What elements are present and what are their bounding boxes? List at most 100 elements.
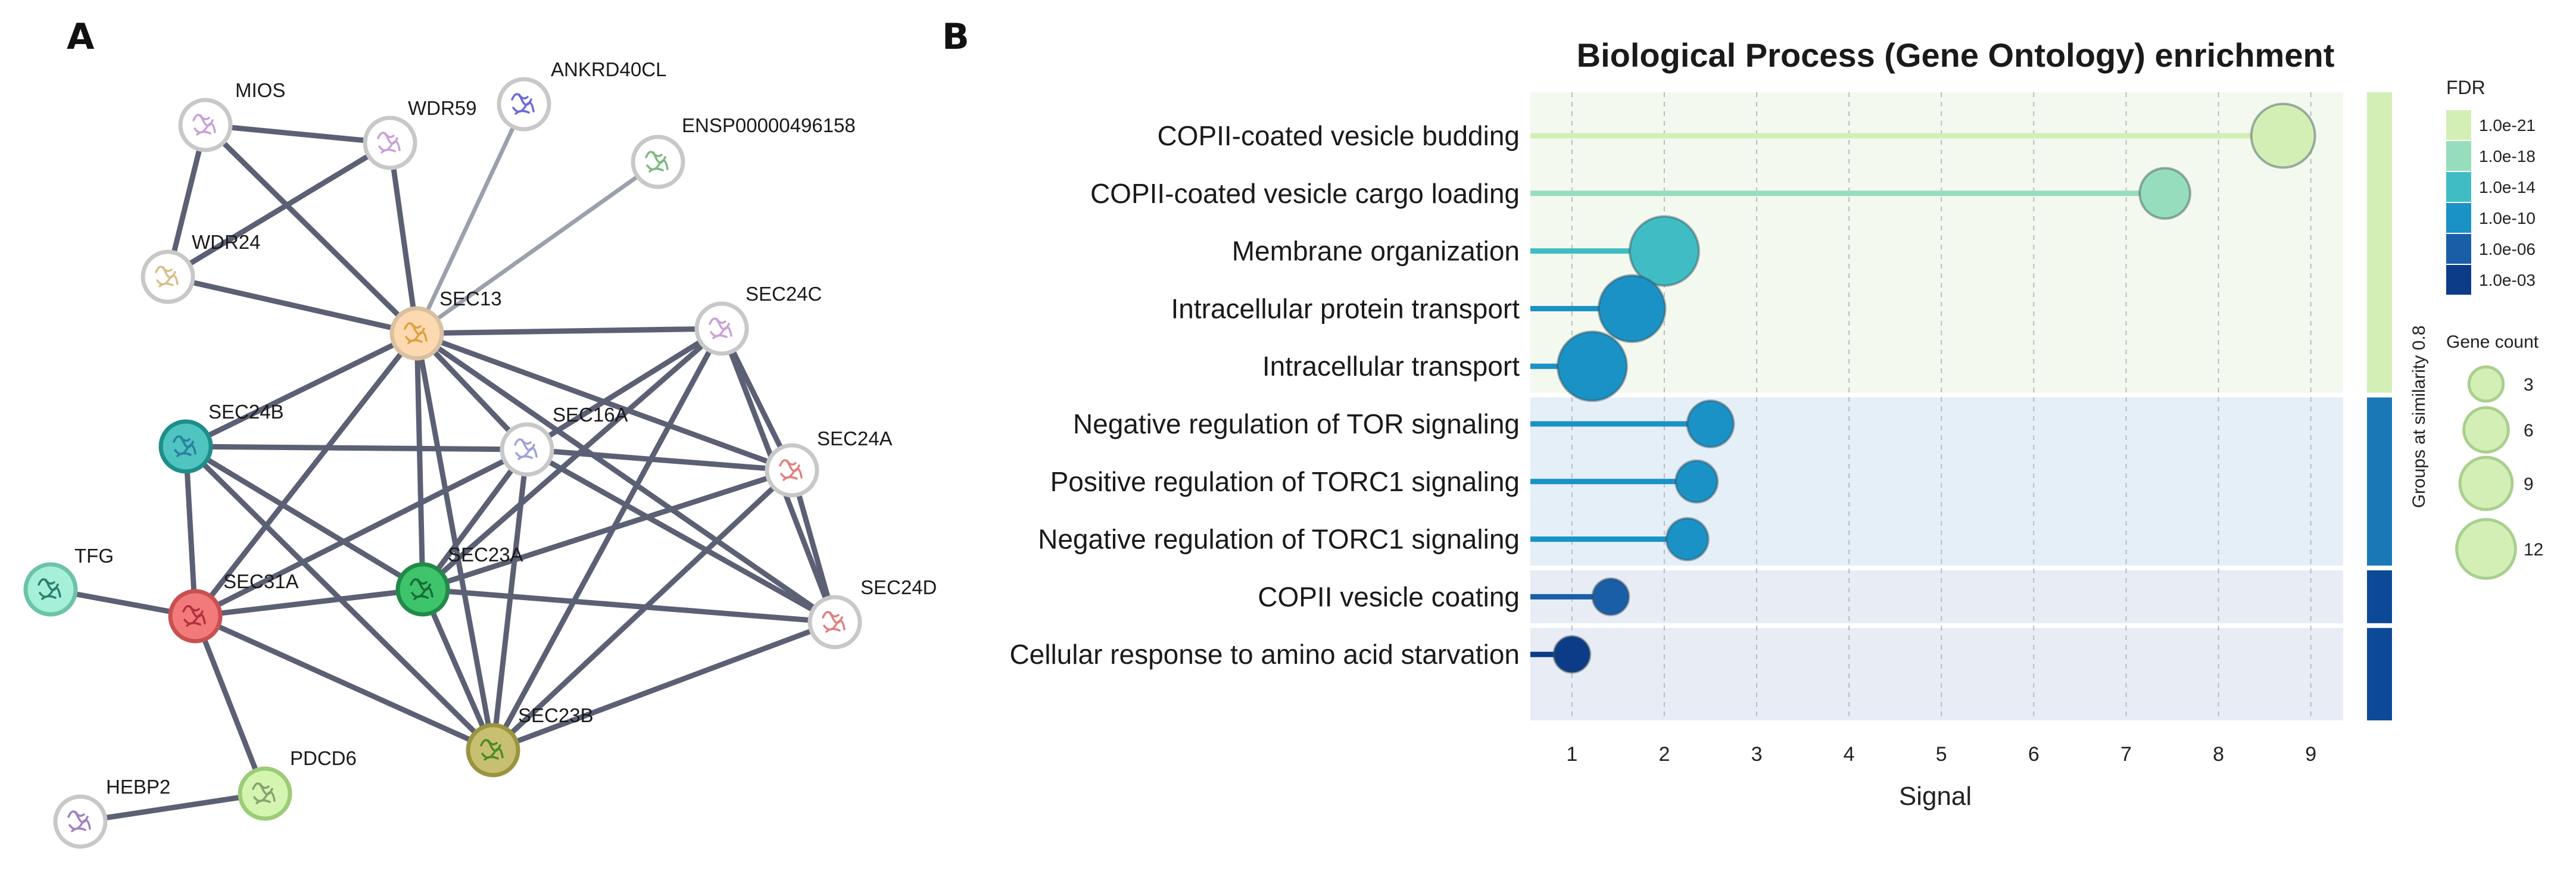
- network-edge-sec13-sec23a: [414, 330, 426, 592]
- network-node-sec24a[interactable]: SEC24A: [765, 427, 893, 498]
- node-label: SEC24D: [860, 576, 937, 598]
- network-edge-sec24c-sec23b: [490, 326, 725, 753]
- fdr-legend-label-2: 1.0e-14: [2479, 178, 2536, 196]
- network-node-hebp2[interactable]: HEBP2: [53, 776, 170, 849]
- protein-structure-icon: [192, 114, 216, 136]
- network-edge-sec23a-sec24d: [420, 586, 838, 625]
- term-label-5: Negative regulation of TOR signaling: [1073, 408, 1520, 439]
- network-edge-sec13-sec24d: [414, 330, 838, 625]
- x-tick-label-8: 8: [2213, 743, 2224, 766]
- network-node-ensp00000496158[interactable]: ENSP00000496158: [631, 114, 856, 189]
- protein-structure-icon: [155, 266, 179, 288]
- network-node-tfg[interactable]: TFG: [23, 545, 114, 617]
- node-label: SEC24C: [746, 283, 822, 305]
- network-node-sec13[interactable]: SEC13: [389, 288, 502, 361]
- term-label-9: Cellular response to amino acid starvati…: [1009, 639, 1520, 670]
- group-axis-label: Groups at similarity 0.8: [2409, 326, 2429, 508]
- fdr-legend: FDR 1.0e-21 1.0e-18 1.0e-14 1.0e-10 1.0e-06 1…: [2446, 77, 2536, 295]
- network-edge-sec24a-sec23a: [420, 467, 795, 592]
- group-bar-1: [2367, 397, 2392, 566]
- network-edge-sec24c-sec16a: [524, 326, 725, 452]
- network-node-ankrd40cl[interactable]: ANKRD40CL: [497, 58, 666, 132]
- network-node-sec24b[interactable]: SEC24B: [158, 401, 284, 474]
- network-node-sec31a[interactable]: SEC31A: [168, 570, 299, 644]
- fdr-legend-label-5: 1.0e-03: [2479, 271, 2536, 289]
- network-edge-sec24b-sec16a: [183, 444, 530, 452]
- network-node-sec23a[interactable]: SEC23A: [395, 544, 523, 617]
- node-label: TFG: [74, 545, 114, 567]
- lollipop-point: [1674, 459, 1719, 504]
- network-node-pdcd6[interactable]: PDCD6: [238, 747, 357, 821]
- gene-count-legend-circle-3: [2467, 365, 2505, 403]
- lollipop-0: [1530, 102, 2316, 169]
- protein-structure-icon: [173, 435, 197, 457]
- x-axis-ticks: 1 2 3 4 5 6 7 8 9: [1566, 743, 2316, 766]
- node-label: WDR24: [192, 231, 261, 253]
- group-background-3: [1530, 628, 2343, 720]
- network-node-wdr59[interactable]: WDR59: [363, 97, 477, 170]
- term-label-7: Negative regulation of TORC1 signaling: [1038, 524, 1520, 555]
- gene-count-legend: Gene count 3 6 9 12: [2446, 332, 2543, 580]
- network-edge-sec13-sec24b: [183, 330, 420, 449]
- lollipop-point: [2138, 167, 2192, 220]
- network-edge-sec13-sec24c: [414, 326, 725, 336]
- node-label: SEC13: [439, 288, 502, 310]
- gene-count-legend-label-9: 9: [2524, 474, 2534, 494]
- node-label: ENSP00000496158: [682, 114, 856, 136]
- network-edge-sec23a-sec23b: [420, 586, 496, 753]
- x-tick-label-2: 2: [1658, 743, 1670, 766]
- protein-structure-icon: [377, 132, 401, 154]
- node-label: SEC31A: [223, 570, 299, 592]
- lollipop-1: [1530, 167, 2192, 220]
- network-edge-sec24a-sec23b: [490, 467, 795, 753]
- group-bars: [2367, 92, 2392, 720]
- network-node-sec24d[interactable]: SEC24D: [807, 576, 937, 650]
- gene-count-legend-label-6: 6: [2524, 421, 2534, 441]
- node-label: SEC16A: [553, 404, 628, 426]
- lollipop-point: [1591, 577, 1630, 616]
- term-labels: COPII-coated vesicle budding COPII-coated…: [1009, 120, 1520, 670]
- network-node-wdr24[interactable]: WDR24: [141, 231, 261, 304]
- lollipop-point: [1552, 635, 1592, 674]
- network-nodes: MIOS WDR59 ANKRD40CL ENSP00000496158 WDR24 SE…: [23, 58, 937, 849]
- network-edge-sec24b-sec23a: [183, 444, 426, 592]
- network-edge-sec16a-sec23b: [490, 447, 530, 753]
- protein-structure-icon: [779, 459, 803, 481]
- x-tick-label-9: 9: [2305, 743, 2316, 766]
- gene-count-legend-circle-12: [2455, 518, 2517, 580]
- panel-b-letter: B: [942, 16, 969, 58]
- fdr-legend-swatch-2: [2446, 172, 2471, 202]
- node-label: WDR59: [408, 97, 477, 119]
- protein-structure-icon: [252, 782, 276, 804]
- x-tick-label-1: 1: [1566, 743, 1577, 766]
- lollipop-2: [1530, 215, 1701, 287]
- plot-background: [1530, 92, 2343, 720]
- group-bar-3: [2367, 628, 2392, 720]
- gene-count-legend-label-12: 12: [2524, 540, 2543, 560]
- protein-structure-icon: [514, 438, 538, 460]
- gene-count-legend-circle-9: [2458, 455, 2514, 511]
- network-node-sec23b[interactable]: SEC23B: [466, 704, 594, 778]
- group-bar-2: [2367, 570, 2392, 623]
- protein-structure-icon: [645, 151, 669, 173]
- chart-title: Biological Process (Gene Ontology) enric…: [1577, 36, 2335, 74]
- network-edge-sec16a-sec31a: [192, 447, 530, 619]
- network-node-sec16a[interactable]: SEC16A: [500, 404, 628, 477]
- lollipop-point: [1556, 330, 1629, 402]
- lollipops: [1530, 102, 2316, 674]
- fdr-legend-swatch-4: [2446, 234, 2471, 264]
- term-label-2: Membrane organization: [1232, 236, 1520, 267]
- network-edge-sec13-sec31a: [192, 330, 420, 619]
- group-background-2: [1530, 570, 2343, 623]
- lollipop-point: [1686, 399, 1735, 448]
- gene-count-legend-circle-6: [2462, 406, 2510, 454]
- network-edge-ensp00000496158-sec13: [414, 160, 660, 336]
- lollipop-3: [1530, 274, 1667, 344]
- network-edge-ankrd40cl-sec13: [414, 102, 526, 336]
- network-edge-sec31a-sec23a: [192, 586, 426, 619]
- fdr-legend-label-0: 1.0e-21: [2479, 116, 2536, 135]
- network-edge-sec16a-sec23a: [420, 447, 530, 592]
- network-node-sec24c[interactable]: SEC24C: [694, 283, 822, 356]
- network-node-mios[interactable]: MIOS: [178, 79, 285, 152]
- node-label: SEC24A: [817, 427, 893, 449]
